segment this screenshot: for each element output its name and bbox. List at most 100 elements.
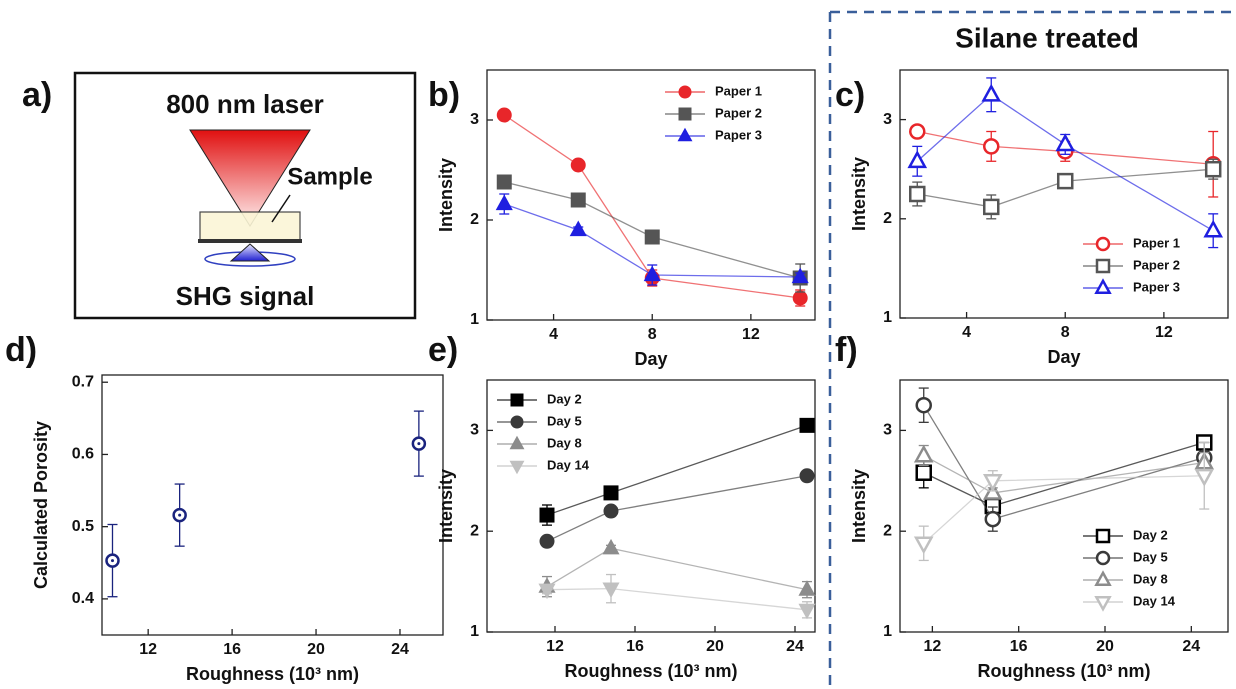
- marker: [538, 583, 556, 600]
- y-tick-label: 1: [470, 623, 479, 640]
- marker: [799, 468, 815, 484]
- legend-marker: [509, 460, 525, 475]
- x-tick-label: 24: [1182, 638, 1200, 655]
- x-tick-label: 12: [923, 638, 941, 655]
- x-tick-label: 12: [139, 641, 157, 658]
- plot-frame: [899, 69, 1229, 319]
- y-axis-label: Intensity: [849, 157, 869, 231]
- legend-marker: [678, 107, 692, 121]
- marker: [792, 290, 808, 306]
- signal-label: SHG signal: [176, 281, 315, 311]
- marker: [913, 536, 934, 555]
- marker-dot: [110, 559, 114, 563]
- y-tick-label: 0.5: [72, 518, 94, 535]
- marker: [982, 198, 1000, 216]
- diagram-frame: [73, 71, 417, 320]
- legend-label: Day 14: [547, 457, 590, 472]
- legend-marker: [509, 435, 525, 450]
- legend-label: Day 2: [1133, 527, 1168, 542]
- legend-marker: [1094, 278, 1112, 295]
- marker: [909, 185, 926, 203]
- panel-label: f): [835, 331, 858, 369]
- legend-label: Paper 2: [1133, 257, 1180, 272]
- legend-marker: [1095, 236, 1111, 252]
- series-line: [546, 588, 808, 611]
- legend-label: Paper 1: [715, 83, 762, 98]
- y-tick-label: 2: [470, 522, 479, 539]
- marker: [984, 510, 1002, 528]
- y-tick-label: 3: [470, 422, 479, 439]
- x-tick-label: 24: [391, 641, 409, 658]
- marker: [495, 194, 513, 211]
- marker: [982, 473, 1003, 492]
- x-tick-label: 16: [626, 638, 644, 655]
- x-tick-label: 16: [223, 641, 241, 658]
- series-line: [917, 130, 1214, 165]
- legend-marker: [1095, 528, 1111, 544]
- y-tick-label: 3: [883, 111, 892, 128]
- marker: [798, 580, 816, 596]
- y-tick-label: 2: [883, 210, 892, 227]
- legend-label: Day 5: [547, 413, 582, 428]
- legend-label: Day 5: [1133, 549, 1168, 564]
- marker: [907, 150, 928, 169]
- legend-label: Day 14: [1133, 593, 1176, 608]
- marker: [1194, 468, 1215, 487]
- marker-dot: [417, 442, 421, 446]
- marker: [1055, 133, 1076, 152]
- legend-label: Day 2: [547, 391, 582, 406]
- x-axis-label: Roughness (10³ nm): [186, 664, 359, 684]
- panel-label: a): [22, 76, 52, 114]
- marker: [913, 444, 934, 463]
- series-line: [923, 404, 1205, 520]
- y-tick-label: 1: [883, 623, 892, 640]
- x-tick-label: 4: [962, 324, 971, 341]
- marker: [1204, 160, 1222, 178]
- y-tick-label: 1: [470, 311, 479, 328]
- legend-marker: [678, 85, 692, 99]
- x-tick-label: 12: [742, 326, 760, 343]
- y-tick-label: 3: [470, 111, 479, 128]
- y-tick-label: 2: [883, 522, 892, 539]
- legend-label: Day 8: [547, 435, 582, 450]
- plot-frame: [101, 374, 444, 636]
- legend-label: Paper 2: [715, 105, 762, 120]
- x-axis-label: Day: [1047, 347, 1080, 367]
- marker: [1203, 219, 1224, 238]
- x-axis-label: Roughness (10³ nm): [564, 661, 737, 681]
- marker: [570, 157, 586, 173]
- legend-label: Day 8: [1133, 571, 1168, 586]
- marker: [915, 464, 932, 481]
- panel-label: e): [428, 331, 458, 369]
- legend-label: Paper 1: [1133, 235, 1180, 250]
- x-tick-label: 4: [549, 326, 558, 343]
- y-axis-label: Calculated Porosity: [31, 421, 51, 589]
- marker: [496, 174, 512, 190]
- section-title: Silane treated: [955, 22, 1139, 53]
- marker: [799, 417, 815, 433]
- x-tick-label: 12: [1155, 324, 1173, 341]
- marker: [603, 485, 619, 501]
- y-tick-label: 2: [470, 211, 479, 228]
- x-tick-label: 24: [786, 638, 804, 655]
- y-tick-label: 1: [883, 309, 892, 326]
- series-line: [503, 114, 801, 299]
- marker: [602, 538, 620, 555]
- x-tick-label: 20: [706, 638, 724, 655]
- marker: [798, 603, 816, 620]
- x-axis-label: Day: [634, 349, 667, 369]
- x-tick-label: 16: [1010, 638, 1028, 655]
- plot-frame: [486, 379, 816, 633]
- marker: [603, 503, 619, 519]
- x-axis-label: Roughness (10³ nm): [977, 661, 1150, 681]
- marker: [569, 220, 587, 237]
- legend-marker: [1095, 258, 1111, 274]
- marker: [539, 533, 555, 549]
- plot-frame: [899, 379, 1229, 633]
- y-axis-label: Intensity: [436, 158, 456, 232]
- marker: [496, 107, 512, 123]
- series-line: [546, 547, 808, 591]
- panel-label: c): [835, 76, 865, 114]
- y-tick-label: 0.6: [72, 446, 94, 463]
